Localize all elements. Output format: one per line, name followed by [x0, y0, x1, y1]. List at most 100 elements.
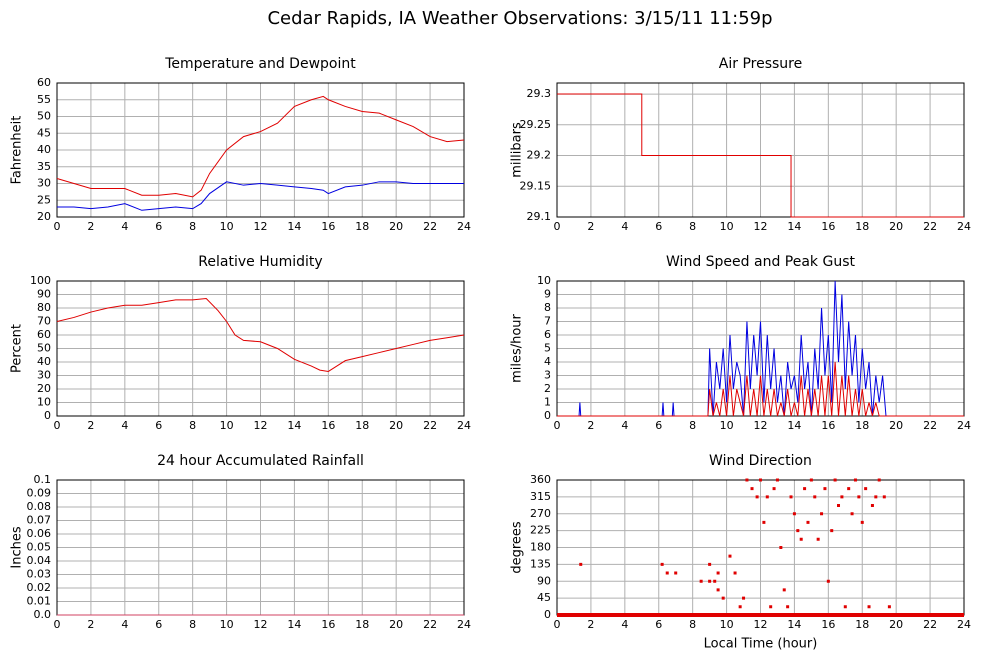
x-tick-label: 4 — [121, 419, 128, 432]
x-tick-label: 6 — [655, 618, 662, 631]
x-tick-label: 4 — [621, 220, 628, 233]
data-point — [716, 588, 720, 592]
x-tick-label: 2 — [587, 618, 594, 631]
x-tick-label: 14 — [287, 618, 301, 631]
x-tick-label: 18 — [855, 618, 869, 631]
x-tick-label: 6 — [155, 618, 162, 631]
data-point — [745, 478, 749, 482]
y-tick-label: 0.09 — [27, 487, 52, 500]
y-tick-label: 0 — [544, 608, 551, 621]
x-tick-label: 4 — [121, 220, 128, 233]
y-tick-label: 315 — [530, 490, 551, 503]
x-tick-label: 0 — [54, 419, 61, 432]
y-tick-label: 100 — [30, 274, 51, 287]
y-tick-label: 6 — [544, 328, 551, 341]
chart-title: 24 hour Accumulated Rainfall — [157, 453, 364, 469]
data-line — [557, 280, 964, 417]
chart-title: Temperature and Dewpoint — [164, 56, 356, 72]
y-tick-label: 0.04 — [27, 554, 52, 567]
data-point — [750, 487, 754, 491]
y-tick-label: 45 — [37, 126, 51, 139]
x-tick-label: 10 — [220, 618, 234, 631]
data-point — [837, 504, 841, 507]
x-tick-label: 18 — [855, 419, 869, 432]
data-point — [708, 579, 712, 583]
y-tick-label: 90 — [537, 574, 551, 587]
y-tick-label: 29.2 — [527, 149, 552, 162]
y-tick-label: 29.25 — [520, 118, 552, 131]
data-point — [806, 520, 810, 524]
y-tick-label: 0.06 — [27, 527, 52, 540]
y-tick-label: 30 — [37, 369, 51, 382]
y-tick-label: 4 — [544, 355, 551, 368]
data-line — [557, 93, 964, 218]
x-tick-label: 4 — [621, 419, 628, 432]
data-point — [867, 605, 871, 609]
x-tick-label: 22 — [923, 618, 937, 631]
y-tick-label: 0.02 — [27, 581, 52, 594]
chart-title: Wind Speed and Peak Gust — [666, 254, 855, 270]
data-point — [779, 546, 783, 549]
x-tick-label: 24 — [957, 419, 971, 432]
data-point — [813, 495, 817, 499]
x-tick-label: 22 — [923, 419, 937, 432]
x-tick-label: 6 — [155, 220, 162, 233]
x-tick-label: 24 — [457, 419, 471, 432]
x-tick-label: 8 — [689, 618, 696, 631]
y-tick-label: 0 — [44, 409, 51, 422]
x-tick-label: 2 — [87, 419, 94, 432]
data-point — [765, 495, 769, 499]
y-tick-label: 180 — [530, 541, 551, 554]
data-point — [786, 605, 790, 609]
data-point — [864, 487, 868, 491]
y-tick-label: 60 — [37, 328, 51, 341]
data-point — [762, 520, 766, 524]
y-tick-label: 45 — [537, 591, 551, 604]
x-tick-label: 12 — [254, 220, 268, 233]
data-point — [742, 596, 746, 600]
x-tick-label: 22 — [423, 618, 437, 631]
y-tick-label: 1 — [544, 396, 551, 409]
y-tick-label: 2 — [544, 382, 551, 395]
x-tick-label: 22 — [923, 220, 937, 233]
x-tick-label: 0 — [54, 618, 61, 631]
data-point — [826, 579, 830, 583]
data-point — [733, 571, 737, 575]
x-tick-label: 10 — [720, 220, 734, 233]
data-point — [665, 571, 669, 575]
data-point — [840, 495, 844, 499]
x-tick-label: 20 — [389, 220, 403, 233]
x-tick-label: 14 — [787, 618, 801, 631]
data-point — [870, 504, 874, 507]
y-tick-label: 9 — [544, 288, 551, 301]
data-point — [579, 562, 583, 566]
chart-title: Relative Humidity — [198, 254, 322, 270]
x-tick-label: 12 — [754, 220, 768, 233]
x-tick-label: 2 — [87, 220, 94, 233]
x-tick-label: 0 — [554, 419, 561, 432]
data-point — [772, 487, 776, 491]
x-tick-label: 10 — [220, 220, 234, 233]
x-tick-label: 0 — [554, 618, 561, 631]
x-tick-label: 2 — [87, 618, 94, 631]
x-tick-label: 10 — [720, 419, 734, 432]
x-tick-label: 24 — [457, 618, 471, 631]
x-tick-label: 8 — [189, 220, 196, 233]
data-line — [57, 181, 464, 211]
y-tick-label: 0.05 — [27, 541, 52, 554]
y-axis-label: Fahrenheit — [10, 116, 25, 185]
y-tick-label: 225 — [530, 524, 551, 537]
y-tick-label: 0 — [544, 409, 551, 422]
x-tick-label: 2 — [587, 419, 594, 432]
x-tick-label: 24 — [957, 618, 971, 631]
data-point — [803, 487, 807, 491]
chart-title: Air Pressure — [719, 56, 802, 72]
data-point — [843, 605, 847, 609]
y-axis-label: millibars — [510, 122, 525, 178]
data-line — [56, 298, 465, 372]
x-tick-label: 12 — [754, 419, 768, 432]
data-point — [796, 529, 800, 533]
data-line — [557, 361, 964, 417]
y-tick-label: 10 — [37, 396, 51, 409]
